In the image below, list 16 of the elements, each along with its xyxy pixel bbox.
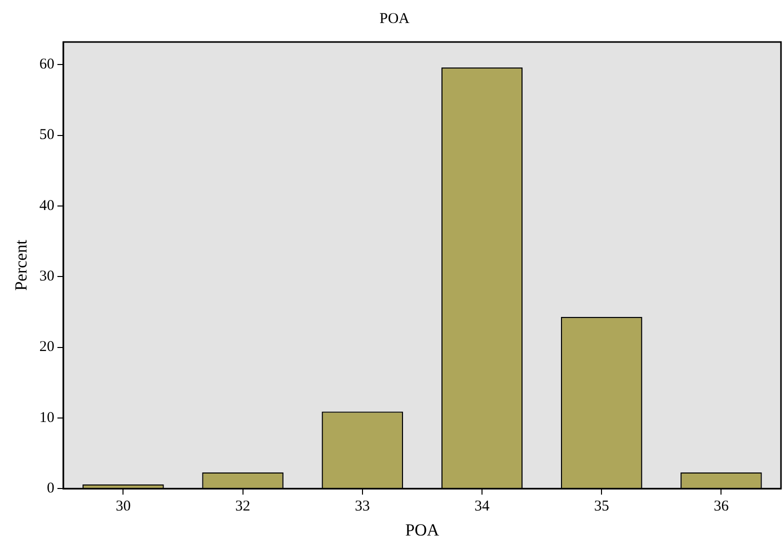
x-tick-label: 35: [594, 498, 610, 515]
y-tick-label: 50: [39, 127, 54, 144]
y-tick-label: 40: [39, 198, 54, 214]
y-tick-label: 0: [46, 480, 54, 497]
x-tick-label: 34: [474, 498, 490, 515]
y-tick-label: 20: [39, 339, 54, 356]
x-tick-label: 32: [235, 498, 250, 515]
x-tick-label: 30: [116, 498, 131, 515]
y-tick-label: 30: [39, 268, 54, 285]
chart-title: POA: [379, 10, 410, 27]
y-tick-label: 60: [39, 56, 54, 73]
x-tick-label: 36: [714, 498, 730, 515]
x-tick-label: 33: [354, 498, 370, 515]
y-axis-title: Percent: [12, 240, 31, 291]
x-axis-title: POA: [405, 520, 440, 540]
y-tick-label: 10: [39, 410, 54, 426]
